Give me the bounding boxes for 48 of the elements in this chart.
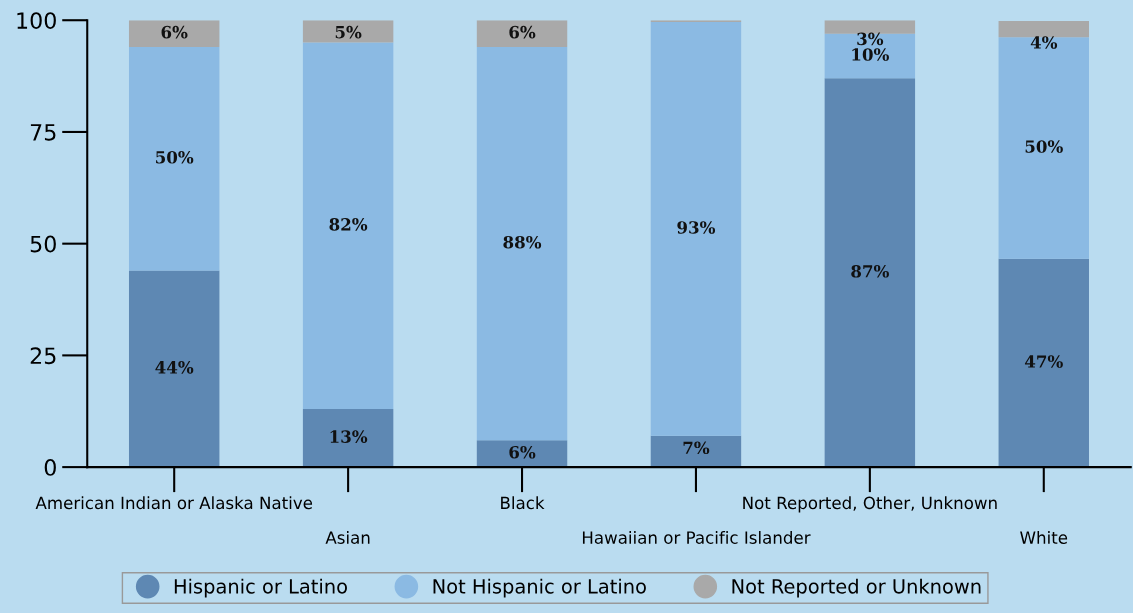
data-label: 5% [335, 25, 362, 39]
legend-label: Hispanic or Latino [174, 578, 347, 598]
bar [302, 42, 394, 410]
data-label: 87% [851, 264, 889, 278]
bar [476, 20, 568, 48]
x-tick-label: Asian [325, 530, 370, 544]
data-label: 13% [330, 430, 368, 443]
data-label: 47% [1024, 355, 1063, 368]
x-tick-label: Black [501, 496, 545, 510]
data-label: 6% [161, 25, 188, 39]
bar [998, 21, 1089, 38]
data-label: 4% [1030, 36, 1058, 49]
bar [650, 435, 742, 468]
y-tick-label: 50 [30, 235, 56, 253]
bar [302, 409, 394, 468]
data-label: 6% [509, 445, 536, 459]
bar [650, 22, 742, 436]
y-tick-label: 0 [44, 459, 56, 476]
data-label: 82% [329, 218, 368, 231]
x-tick-label: American Indian or Alaska Native [35, 496, 313, 510]
bar [824, 33, 916, 79]
bar [824, 78, 916, 468]
data-label: 50% [156, 150, 194, 164]
y-tick-label: 25 [30, 347, 56, 365]
x-tick-label: White [1020, 530, 1068, 544]
x-tick-label: Hawaiian or Pacific Islander [582, 530, 811, 544]
data-label: 10% [852, 48, 889, 61]
bar [476, 47, 568, 441]
bar [128, 20, 220, 48]
legend-label: Not Hispanic or Latino [433, 578, 646, 598]
bar [824, 20, 916, 34]
data-label: 50% [1025, 140, 1063, 153]
y-tick-label: 100 [17, 12, 56, 29]
data-label: 88% [503, 235, 542, 249]
bar [128, 47, 220, 271]
y-tick-label: 75 [30, 124, 56, 141]
bar [998, 258, 1089, 468]
legend-label: Not Reported or Unknown [732, 578, 981, 598]
data-label: 44% [155, 361, 194, 374]
data-label: 7% [683, 441, 710, 455]
bar [302, 20, 394, 43]
data-label: 3% [857, 32, 884, 46]
data-label: 93% [677, 221, 716, 234]
bar [476, 440, 568, 468]
bar [128, 270, 220, 468]
data-label: 6% [509, 25, 536, 39]
x-tick-label: Not Reported, Other, Unknown [743, 496, 997, 513]
bar [998, 37, 1089, 259]
